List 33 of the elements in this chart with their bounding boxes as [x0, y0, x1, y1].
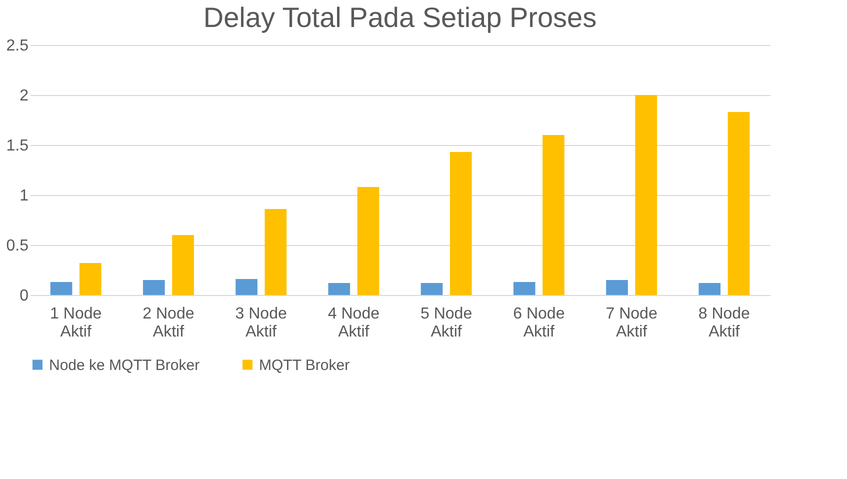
bar [142, 280, 165, 295]
x-tick-label: 5 Node Aktif [420, 306, 472, 340]
bar [79, 263, 102, 295]
y-tick-label: 1.5 [6, 138, 29, 154]
chart-title: Delay Total Pada Setiap Proses [203, 2, 597, 33]
x-tick-label: 7 Node Aktif [606, 306, 658, 340]
bar [50, 282, 72, 295]
bar [728, 112, 750, 295]
bar [513, 282, 536, 295]
bar [236, 279, 258, 295]
bar [542, 135, 564, 295]
legend-label: Node ke MQTT Broker [49, 356, 200, 374]
x-tick-label: 4 Node Aktif [328, 306, 380, 340]
y-tick-label: 2 [20, 88, 29, 104]
y-tick-label: 0.5 [6, 238, 29, 254]
y-tick-label: 0 [20, 288, 29, 304]
x-tick-label: 3 Node Aktif [235, 306, 287, 340]
bar [357, 187, 380, 295]
bar [450, 152, 472, 295]
x-tick-label: 2 Node Aktif [142, 306, 194, 340]
y-tick-label: 2.5 [6, 38, 29, 54]
bar [264, 209, 287, 295]
x-tick-label: 6 Node Aktif [513, 306, 565, 340]
x-tick-label: 8 Node Aktif [698, 306, 750, 340]
bar [698, 283, 721, 295]
bar [328, 283, 350, 295]
y-tick-label: 1 [20, 188, 29, 204]
legend-label: MQTT Broker [259, 356, 350, 374]
bar [606, 280, 628, 295]
bar [420, 283, 443, 295]
bar [172, 235, 194, 295]
x-tick-label: 1 Node Aktif [50, 306, 102, 340]
bar [635, 95, 658, 295]
